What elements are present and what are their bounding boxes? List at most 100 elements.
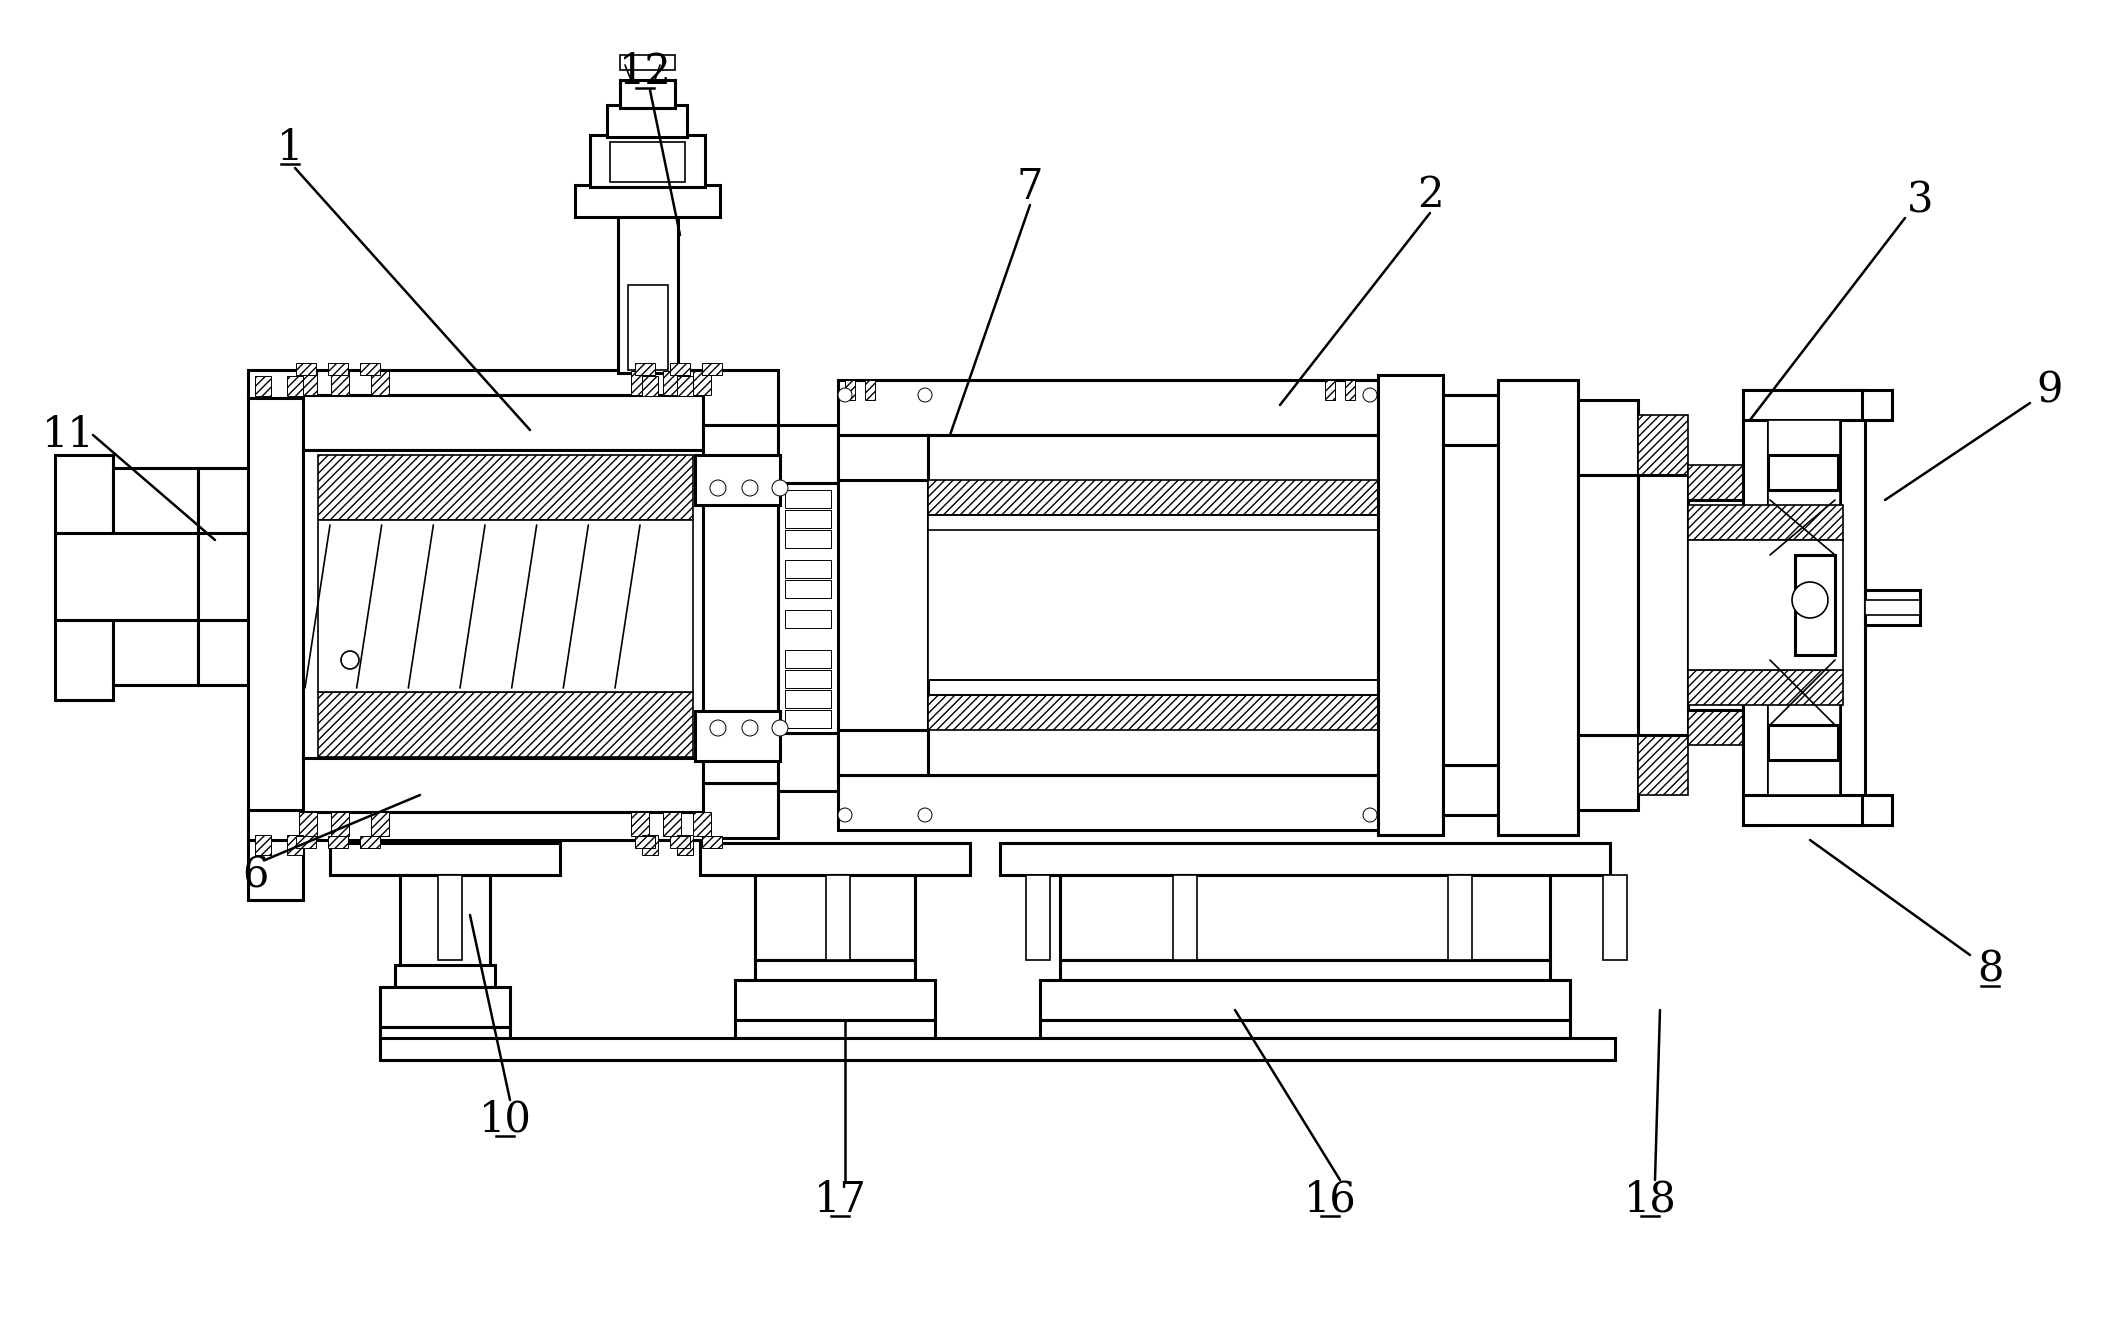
- Bar: [1603, 874, 1626, 960]
- Bar: [299, 813, 316, 836]
- Bar: [839, 435, 928, 479]
- Text: 16: 16: [1304, 1179, 1357, 1221]
- Bar: [327, 363, 348, 375]
- Bar: [839, 381, 1378, 435]
- Bar: [1040, 1019, 1571, 1038]
- Bar: [1862, 795, 1892, 824]
- Bar: [839, 381, 1378, 435]
- Bar: [372, 371, 389, 395]
- Bar: [1743, 390, 1864, 420]
- Bar: [1059, 960, 1550, 980]
- Circle shape: [709, 479, 726, 497]
- Bar: [113, 620, 197, 685]
- Bar: [380, 1038, 1616, 1060]
- Bar: [928, 695, 1378, 730]
- Text: 7: 7: [1017, 166, 1042, 208]
- Bar: [327, 836, 348, 848]
- Bar: [1862, 390, 1892, 420]
- Bar: [331, 371, 348, 395]
- Bar: [631, 813, 650, 836]
- Bar: [248, 395, 304, 900]
- Text: 11: 11: [42, 414, 93, 456]
- Bar: [1025, 874, 1051, 960]
- Bar: [777, 734, 839, 792]
- Bar: [628, 284, 669, 370]
- Bar: [635, 836, 656, 848]
- Bar: [701, 843, 970, 874]
- Bar: [197, 620, 248, 685]
- Bar: [1796, 554, 1834, 655]
- Circle shape: [743, 479, 758, 497]
- Bar: [255, 375, 272, 396]
- Bar: [380, 1027, 510, 1044]
- Bar: [607, 105, 688, 137]
- Bar: [1577, 400, 1639, 475]
- Bar: [703, 784, 777, 838]
- Bar: [1743, 390, 1768, 824]
- Bar: [248, 370, 703, 398]
- Bar: [197, 533, 248, 620]
- Bar: [329, 843, 560, 874]
- Bar: [1000, 843, 1609, 874]
- Bar: [1577, 735, 1639, 810]
- Bar: [318, 520, 692, 691]
- Bar: [113, 620, 197, 685]
- Bar: [1743, 795, 1864, 824]
- Bar: [1743, 390, 1768, 824]
- Bar: [703, 425, 777, 784]
- Bar: [786, 490, 830, 508]
- Bar: [287, 375, 304, 396]
- Bar: [786, 710, 830, 728]
- Bar: [295, 363, 316, 375]
- Bar: [839, 730, 928, 774]
- Bar: [1059, 874, 1550, 960]
- Bar: [1174, 874, 1197, 960]
- Bar: [786, 651, 830, 668]
- Bar: [1862, 390, 1892, 420]
- Bar: [372, 813, 389, 836]
- Bar: [304, 450, 703, 759]
- Bar: [395, 965, 495, 986]
- Bar: [864, 381, 875, 400]
- Bar: [701, 843, 970, 874]
- Bar: [786, 670, 830, 687]
- Bar: [703, 370, 777, 425]
- Bar: [1796, 554, 1834, 655]
- Bar: [928, 435, 1378, 774]
- Bar: [437, 874, 463, 960]
- Bar: [1862, 795, 1892, 824]
- Text: 12: 12: [618, 51, 671, 94]
- Bar: [318, 454, 692, 520]
- Bar: [618, 215, 677, 373]
- Bar: [248, 810, 703, 840]
- Circle shape: [773, 720, 788, 736]
- Circle shape: [839, 389, 851, 402]
- Bar: [1864, 590, 1919, 626]
- Bar: [1499, 381, 1577, 835]
- Bar: [620, 80, 675, 108]
- Bar: [248, 395, 304, 900]
- Bar: [1346, 381, 1354, 400]
- Bar: [295, 836, 316, 848]
- Bar: [1639, 415, 1688, 475]
- Bar: [197, 468, 248, 533]
- Bar: [694, 711, 779, 761]
- Bar: [1841, 390, 1864, 824]
- Bar: [677, 835, 692, 855]
- Bar: [928, 479, 1378, 515]
- Bar: [1688, 540, 1843, 670]
- Bar: [694, 711, 779, 761]
- Bar: [318, 691, 692, 757]
- Bar: [703, 363, 722, 375]
- Text: 3: 3: [1906, 179, 1934, 221]
- Bar: [1639, 475, 1688, 735]
- Circle shape: [709, 720, 726, 736]
- Bar: [607, 105, 688, 137]
- Bar: [839, 774, 1378, 830]
- Bar: [662, 371, 681, 395]
- Bar: [1448, 874, 1471, 960]
- Bar: [1768, 454, 1839, 490]
- Circle shape: [1363, 809, 1378, 822]
- Bar: [304, 395, 703, 450]
- Bar: [735, 980, 934, 1019]
